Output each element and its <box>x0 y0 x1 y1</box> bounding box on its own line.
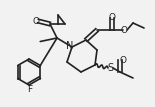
Text: S: S <box>107 63 113 73</box>
Text: O: O <box>33 16 40 25</box>
Text: F: F <box>27 85 33 94</box>
Text: N: N <box>66 41 74 51</box>
Text: O: O <box>108 13 115 22</box>
Text: O: O <box>120 56 126 65</box>
Text: O: O <box>120 25 128 34</box>
